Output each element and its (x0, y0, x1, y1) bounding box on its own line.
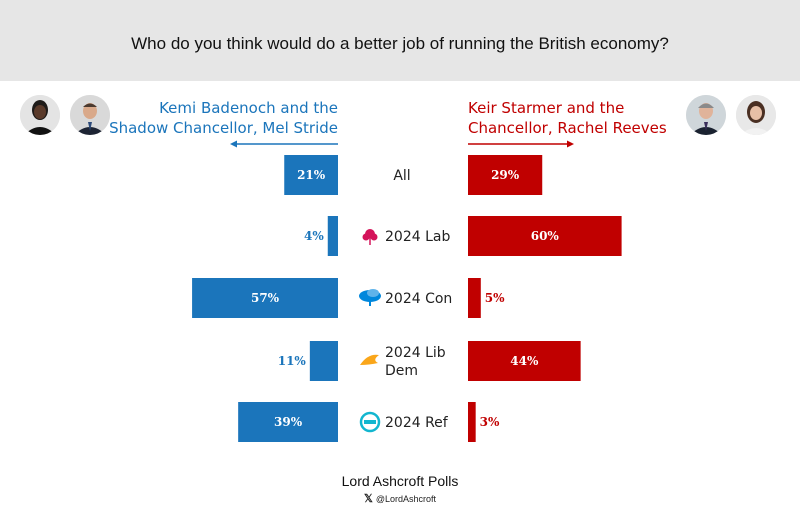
reform-logo-icon (359, 411, 381, 433)
left-title-line2: Shadow Chancellor, Mel Stride (109, 119, 338, 137)
bar-label-right-0: 29% (491, 168, 520, 182)
bar-label-right-1: 60% (531, 229, 560, 243)
category-label-0: All (393, 168, 410, 184)
bar-label-left-4: 39% (274, 415, 303, 429)
bar-right-3 (468, 341, 581, 381)
bar-left-1 (327, 216, 338, 256)
bar-label-right-3: 44% (510, 354, 539, 368)
left-series-title: Kemi Badenoch and the Shadow Chancellor,… (109, 98, 338, 138)
left-arrow (230, 140, 338, 148)
category-label-1: 2024 Lab (385, 229, 450, 245)
libdem-bird-icon (360, 354, 379, 365)
bar-left-4 (238, 402, 338, 442)
bar-label-left-3: 11% (278, 354, 307, 368)
footer-title: Lord Ashcroft Polls (341, 473, 459, 489)
header-banner (0, 0, 800, 81)
bar-right-2 (468, 278, 481, 318)
category-label-2: 2024 Con (385, 291, 452, 307)
bar-right-1 (468, 216, 622, 256)
left-title-line1: Kemi Badenoch and the (159, 99, 338, 117)
footer-handle-row: 𝕏 @LordAshcroft (0, 492, 800, 505)
right-title-line2: Chancellor, Rachel Reeves (468, 119, 667, 137)
right-series-title: Keir Starmer and the Chancellor, Rachel … (468, 98, 667, 138)
bar-left-3 (309, 341, 338, 381)
bar-right-4 (468, 402, 476, 442)
labour-rose-icon (362, 229, 378, 245)
category-label-3: 2024 Lib (385, 345, 446, 361)
kemi-badenoch-avatar (20, 95, 60, 135)
mel-stride-avatar (70, 95, 110, 135)
chart-question: Who do you think would do a better job o… (131, 34, 669, 53)
rachel-reeves-avatar (736, 95, 776, 135)
conservative-tree-icon (359, 289, 381, 306)
bar-left-2 (192, 278, 338, 318)
bar-label-left-1: 4% (304, 229, 324, 243)
bar-label-right-2: 5% (485, 291, 505, 305)
bar-label-left-2: 57% (251, 291, 280, 305)
right-arrow (468, 140, 574, 148)
right-title-line1: Keir Starmer and the (468, 99, 625, 117)
bar-label-left-0: 21% (297, 168, 326, 182)
category-label-4: 2024 Ref (385, 415, 449, 431)
bar-label-right-4: 3% (480, 415, 500, 429)
category-label-3: Dem (385, 363, 418, 379)
bar-right-0 (468, 155, 543, 195)
footer-handle: @LordAshcroft (375, 494, 437, 504)
bar-left-0 (284, 155, 338, 195)
x-logo-icon: 𝕏 (363, 493, 373, 505)
keir-starmer-avatar (686, 95, 726, 135)
